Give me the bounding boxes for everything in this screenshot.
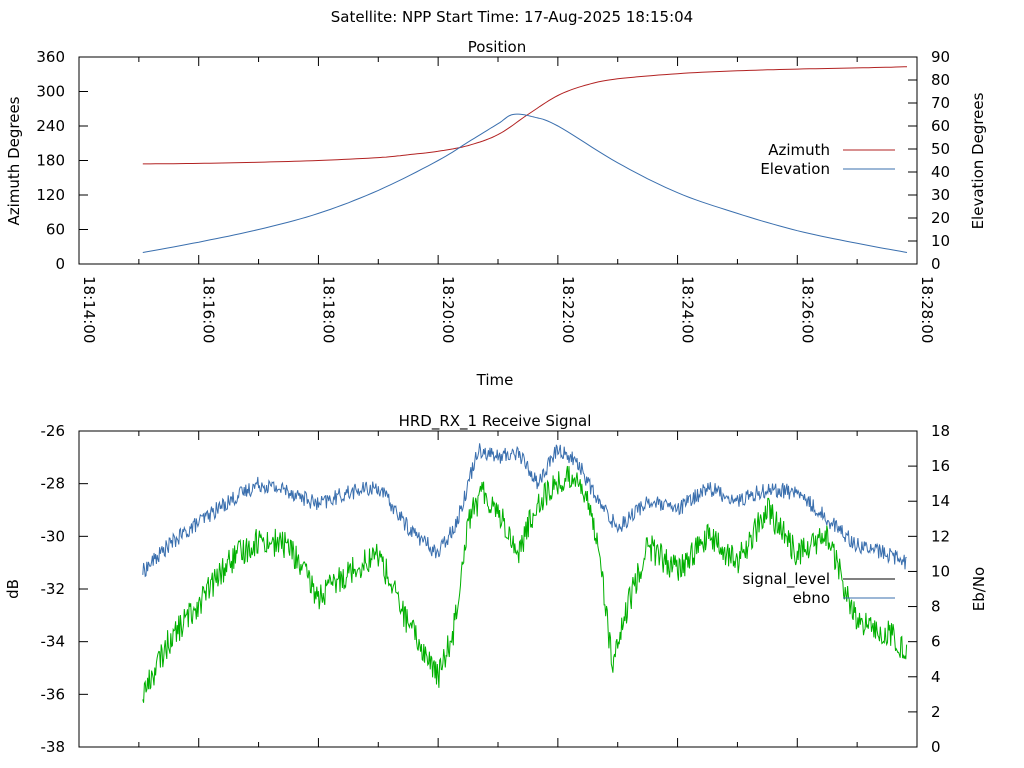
y2-tick-label: 0 <box>931 255 941 273</box>
y-tick-label: 240 <box>36 117 65 135</box>
y-tick-label: -26 <box>41 422 66 440</box>
y-tick-label: 0 <box>55 255 65 273</box>
legend-label: Azimuth <box>768 141 830 159</box>
legend-label: signal_level <box>742 570 830 589</box>
x-tick-label: 18:18:00 <box>319 276 337 343</box>
y2-tick-label: 6 <box>931 633 941 651</box>
y2-tick-label: 8 <box>931 598 941 616</box>
y2-tick-label: 80 <box>931 71 950 89</box>
legend-label: Elevation <box>760 160 830 178</box>
x-tick-label: 18:28:00 <box>918 276 936 343</box>
y2-tick-label: 40 <box>931 163 950 181</box>
x-tick-label: 18:22:00 <box>559 276 577 343</box>
y2-tick-label: 0 <box>931 738 941 756</box>
y-tick-label: -38 <box>41 738 66 756</box>
receive-signal-ylabel: dB <box>4 579 22 599</box>
x-tick-label: 18:24:00 <box>679 276 697 343</box>
y2-tick-label: 60 <box>931 117 950 135</box>
receive-signal-y2label: Eb/No <box>970 567 988 611</box>
y-tick-label: 360 <box>36 48 65 66</box>
y-tick-label: -32 <box>41 580 66 598</box>
position-y2label: Elevation Degrees <box>969 92 987 229</box>
y-tick-label: -28 <box>41 475 66 493</box>
y-tick-label: -34 <box>41 633 66 651</box>
position-chart: Position Azimuth Degrees Elevation Degre… <box>5 38 987 389</box>
receive-signal-chart: HRD_RX_1 Receive Signal dB Eb/No -26 -28 -… <box>4 412 988 756</box>
y2-tick-label: 10 <box>931 562 950 580</box>
y2-tick-label: 18 <box>931 422 950 440</box>
legend-label: ebno <box>793 589 830 607</box>
series-line-ebno <box>142 443 907 578</box>
series-line-Azimuth <box>142 66 907 165</box>
position-ylabel: Azimuth Degrees <box>5 96 23 225</box>
y-tick-label: 300 <box>36 83 65 101</box>
y-tick-label: 60 <box>46 221 65 239</box>
y2-tick-label: 12 <box>931 527 950 545</box>
y2-tick-label: 10 <box>931 232 950 250</box>
y2-tick-label: 30 <box>931 186 950 204</box>
y2-tick-label: 50 <box>931 140 950 158</box>
y2-tick-label: 20 <box>931 209 950 227</box>
y-tick-label: -36 <box>41 685 66 703</box>
y2-tick-label: 2 <box>931 703 941 721</box>
y2-tick-label: 14 <box>931 492 950 510</box>
x-tick-label: 18:16:00 <box>200 276 218 343</box>
y2-tick-label: 4 <box>931 668 941 686</box>
x-tick-label: 18:26:00 <box>798 276 816 343</box>
receive-signal-title: HRD_RX_1 Receive Signal <box>399 412 592 431</box>
series-line-unnamed <box>142 465 908 703</box>
series-line-Elevation <box>142 113 908 253</box>
y-tick-label: 120 <box>36 186 65 204</box>
y2-tick-label: 70 <box>931 94 950 112</box>
y2-tick-label: 16 <box>931 457 950 475</box>
y-tick-label: -30 <box>41 527 66 545</box>
position-chart-title: Position <box>468 38 526 56</box>
receive-signal-plot-frame <box>78 430 918 748</box>
y2-tick-label: 90 <box>931 48 950 66</box>
x-tick-label: 18:14:00 <box>80 276 98 343</box>
position-xlabel: Time <box>476 371 514 389</box>
y-tick-label: 180 <box>36 152 65 170</box>
x-tick-label: 18:20:00 <box>439 276 457 343</box>
figure-suptitle: Satellite: NPP Start Time: 17-Aug-2025 1… <box>331 8 693 26</box>
